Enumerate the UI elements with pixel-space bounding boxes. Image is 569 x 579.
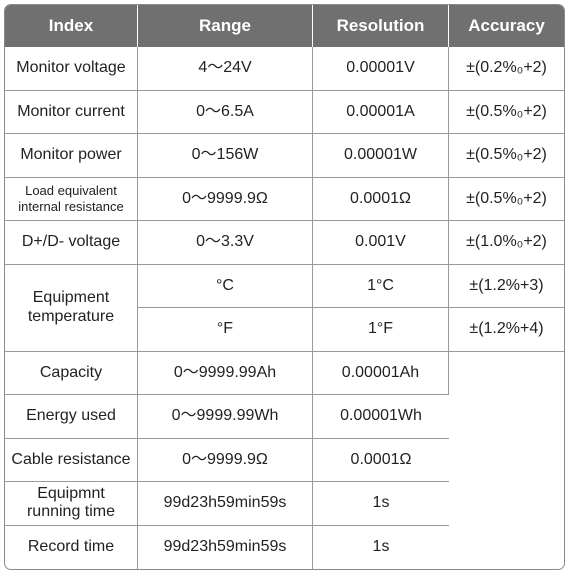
resolution-cell: 0.00001Wh bbox=[313, 395, 449, 439]
resolution-cell: 0.0001Ω bbox=[313, 439, 449, 482]
range-cell: 99d23h59min59s bbox=[138, 482, 313, 526]
header-range: Range bbox=[138, 5, 313, 47]
index-line: internal resistance bbox=[18, 198, 124, 214]
index-cell: Load equivalent internal resistance bbox=[5, 177, 138, 221]
index-line: running time bbox=[26, 503, 116, 521]
spec-table: Index Range Resolution Accuracy Monitor … bbox=[4, 4, 565, 570]
index-cell: D+/D- voltage bbox=[5, 221, 138, 265]
resolution-cell: 0.00001A bbox=[313, 90, 449, 134]
index-cell: Equipmnt running time bbox=[5, 482, 138, 526]
range-cell: 0～6.5A bbox=[138, 90, 313, 134]
resolution-cell: 0.0001Ω bbox=[313, 177, 449, 221]
accuracy-cell: ±(0.5%₀+2) bbox=[449, 178, 564, 221]
index-cell: Monitor voltage bbox=[5, 47, 138, 91]
table-row: D+/D- voltage 0～3.3V 0.001V ±(1.0%₀+2) bbox=[5, 221, 564, 265]
accuracy-cell-empty bbox=[449, 352, 564, 570]
resolution-cell: 0.001V bbox=[313, 221, 449, 265]
resolution-cell: 1°F bbox=[313, 308, 449, 352]
table-row: Energy used 0～9999.99Wh 0.00001Wh bbox=[5, 395, 564, 439]
index-cell: Equipment temperature bbox=[5, 264, 138, 352]
table-row: Capacity 0～9999.99Ah 0.00001Ah bbox=[5, 351, 564, 395]
accuracy-cell: ±(0.2%₀+2) bbox=[449, 47, 564, 91]
header-index: Index bbox=[5, 5, 138, 47]
resolution-cell: 0.00001W bbox=[313, 134, 449, 178]
index-line: Equipment bbox=[32, 289, 110, 307]
range-cell: 4～24V bbox=[138, 47, 313, 91]
accuracy-cell: ±(0.5%₀+2) bbox=[449, 91, 564, 134]
resolution-cell: 0.00001Ah bbox=[313, 351, 449, 395]
resolution-cell: 1s bbox=[313, 482, 449, 526]
index-cell: Monitor current bbox=[5, 90, 138, 134]
table-row: Monitor power 0～156W 0.00001W ±(0.5%₀+2) bbox=[5, 134, 564, 178]
header-row: Index Range Resolution Accuracy bbox=[5, 5, 564, 47]
index-cell: Energy used bbox=[5, 395, 138, 439]
index-cell: Capacity bbox=[5, 351, 138, 395]
accuracy-cell: ±(0.5%₀+2) bbox=[449, 134, 564, 178]
accuracy-cell: ±(1.2%+3) bbox=[449, 265, 564, 308]
index-line: temperature bbox=[27, 307, 115, 325]
range-cell: 0～9999.9Ω bbox=[138, 177, 313, 221]
header-accuracy: Accuracy bbox=[449, 5, 564, 47]
table-row: Monitor voltage 4～24V 0.00001V ±(0.2%₀+2… bbox=[5, 47, 564, 91]
header-resolution: Resolution bbox=[313, 5, 449, 47]
table-row: Monitor current 0～6.5A 0.00001A ±(0.5%₀+… bbox=[5, 90, 564, 134]
index-cell: Monitor power bbox=[5, 134, 138, 178]
index-cell: Record time bbox=[5, 525, 138, 569]
table-row: Cable resistance 0～9999.9Ω 0.0001Ω bbox=[5, 438, 564, 482]
resolution-cell: 1s bbox=[372, 538, 390, 556]
index-cell: Cable resistance bbox=[5, 438, 138, 482]
range-cell: °C bbox=[138, 264, 313, 308]
table-row: Equipment temperature °C 1°C ±(1.2%+3) bbox=[5, 264, 564, 352]
resolution-cell: 0.00001V bbox=[313, 47, 449, 91]
range-cell: 0～156W bbox=[138, 134, 313, 178]
accuracy-cell: ±(1.0%₀+2) bbox=[449, 221, 564, 265]
table-row: Load equivalent internal resistance 0～99… bbox=[5, 177, 564, 221]
range-cell: 0～9999.9Ω bbox=[138, 438, 313, 482]
accuracy-cell: ±(1.2%+4) bbox=[449, 308, 564, 352]
range-cell: °F bbox=[138, 308, 313, 352]
range-cell: 0～9999.99Ah bbox=[138, 351, 313, 395]
resolution-cell: 1°C bbox=[313, 264, 449, 308]
index-line: Equipmnt bbox=[37, 484, 105, 502]
index-line: Load equivalent bbox=[25, 182, 117, 198]
range-cell: 0～3.3V bbox=[138, 221, 313, 265]
table-row: °F 1°F ±(1.2%+4) bbox=[5, 308, 564, 352]
table-row: Record time 99d23h59min59s 1s bbox=[5, 525, 564, 569]
table-row: Equipmnt running time 99d23h59min59s 1s bbox=[5, 482, 564, 526]
range-cell: 99d23h59min59s bbox=[138, 525, 313, 569]
range-cell: 0～9999.99Wh bbox=[138, 395, 313, 439]
